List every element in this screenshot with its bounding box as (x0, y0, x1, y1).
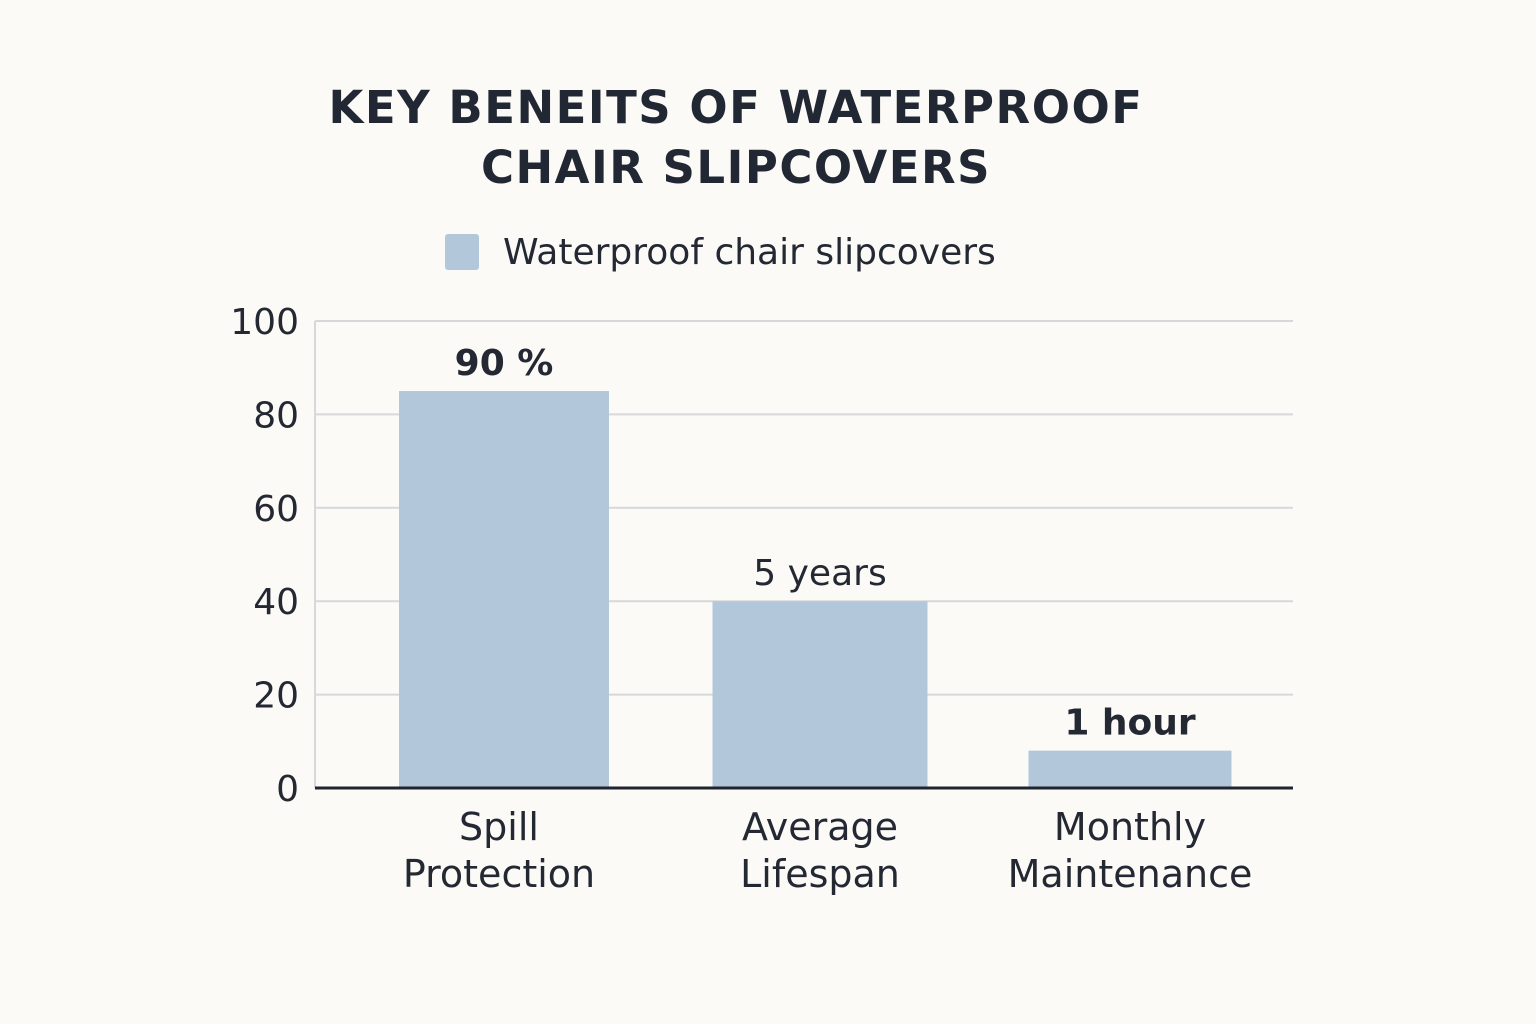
data-label-2: 1 hour (1064, 703, 1196, 744)
chart-title-line-1: KEY BENEITS OF WATERPROOF (328, 81, 1144, 134)
bar-1 (712, 601, 928, 788)
y-tick-label-80: 80 (253, 395, 299, 436)
x-tick-label-2-1: Maintenance (1008, 852, 1253, 896)
y-tick-label-40: 40 (253, 582, 299, 623)
chart-title: KEY BENEITS OF WATERPROOF CHAIR SLIPCOVE… (0, 78, 1472, 198)
chart-legend: Waterproof chair slipcovers (445, 230, 996, 274)
y-tick-label-100: 100 (230, 302, 299, 343)
bar-2 (1028, 750, 1232, 788)
bar-0 (399, 391, 609, 788)
chart-title-line-2: CHAIR SLIPCOVERS (480, 141, 992, 194)
x-tick-label-0-1: Protection (403, 852, 595, 896)
legend-label: Waterproof chair slipcovers (503, 231, 996, 273)
x-tick-label-2-0: Monthly (1054, 805, 1206, 849)
legend-swatch (445, 234, 479, 270)
y-tick-label-0: 0 (276, 769, 299, 810)
x-tick-label-1-0: Average (742, 805, 898, 849)
data-label-1: 5 years (753, 553, 886, 594)
x-tick-label-0-0: Spill (459, 805, 539, 849)
y-tick-label-60: 60 (253, 489, 299, 530)
y-tick-label-20: 20 (253, 676, 299, 717)
data-label-0: 90 % (455, 343, 554, 384)
x-tick-label-1-1: Lifespan (740, 852, 900, 896)
